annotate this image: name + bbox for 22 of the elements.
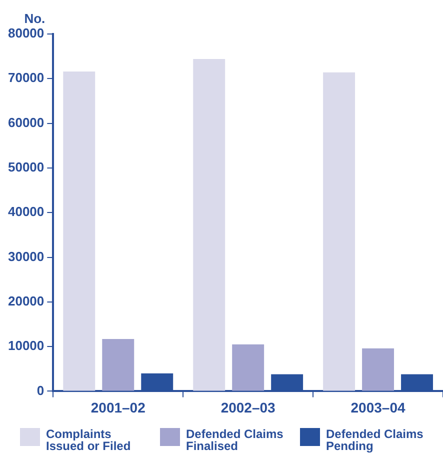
y-tick-label: 60000: [8, 114, 44, 130]
y-tick-label: 50000: [8, 160, 44, 175]
y-tick-label: 0: [36, 382, 44, 398]
legend-label: Defended Claims Pending: [326, 427, 424, 453]
bar: [63, 72, 96, 391]
x-tick-label: 2002–03: [220, 399, 276, 416]
y-tick-label: 30000: [8, 248, 44, 264]
y-tick-label: 80000: [8, 26, 44, 41]
y-tick-label: 70000: [8, 70, 44, 86]
y-axis-title: No.: [24, 11, 46, 26]
bar: [323, 72, 356, 391]
x-tick-label: 2003–04: [350, 399, 406, 416]
bar: [232, 344, 264, 391]
y-tick-label: 20000: [8, 293, 44, 308]
bar: [193, 59, 226, 391]
bar: [362, 348, 394, 391]
legend-label: Complaints Issued or Filed: [46, 427, 132, 453]
x-tick-label: 2001–02: [90, 399, 146, 416]
y-tick-label: 10000: [8, 338, 44, 354]
bar: [102, 338, 134, 391]
y-tick-label: 40000: [8, 204, 44, 220]
legend-label: Defended Claims Finalised: [186, 427, 284, 453]
